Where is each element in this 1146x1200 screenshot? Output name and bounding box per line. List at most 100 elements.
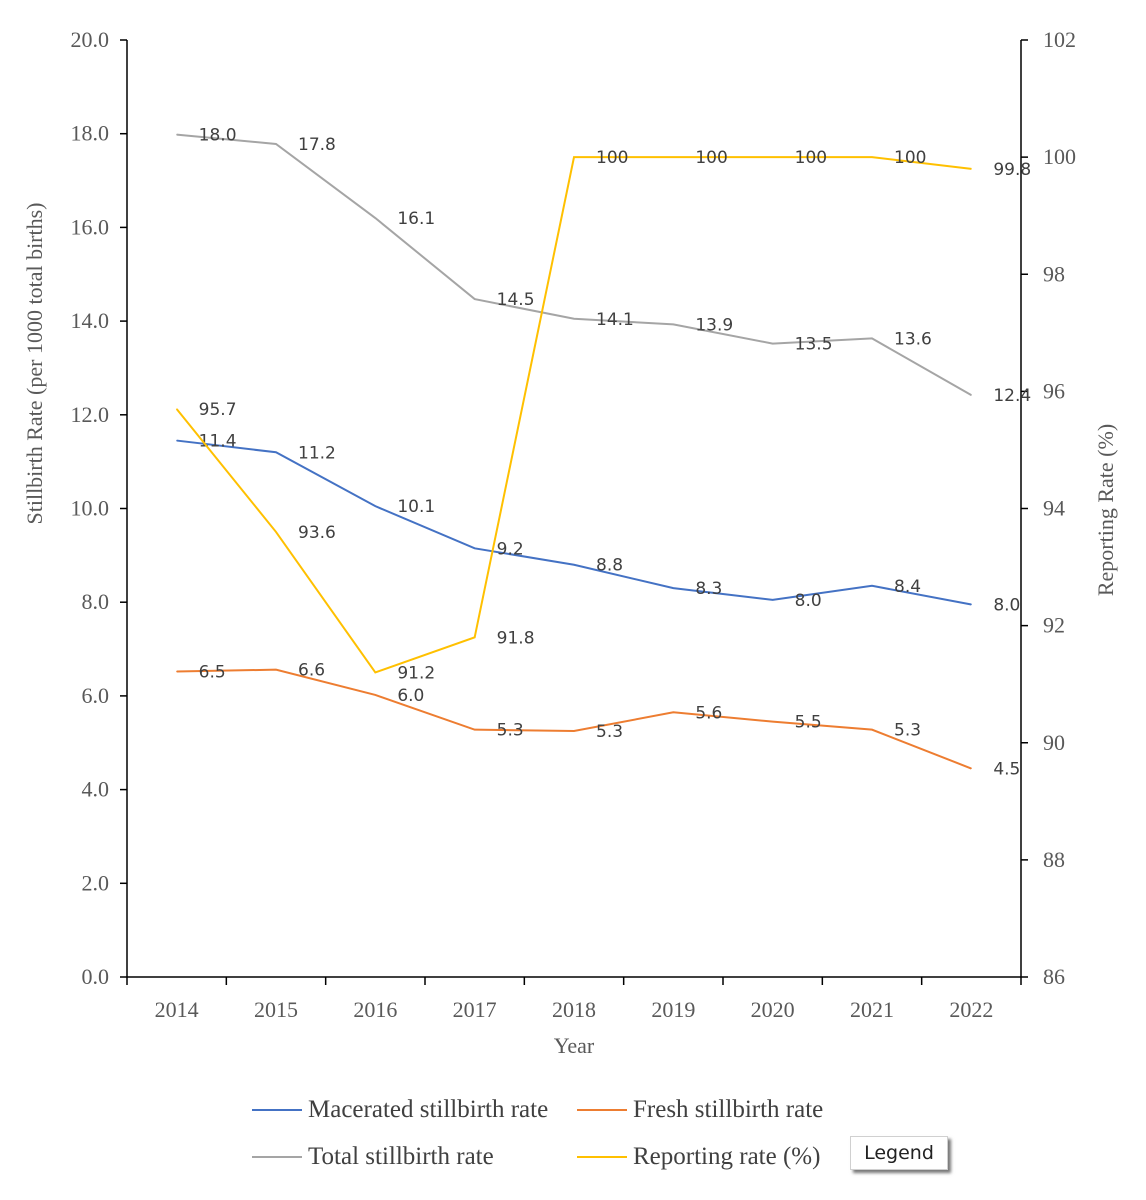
right-tick-label: 100 xyxy=(1043,144,1076,169)
data-point xyxy=(176,440,178,442)
left-axis-title: Stillbirth Rate (per 1000 total births) xyxy=(22,202,47,524)
data-point xyxy=(374,671,376,673)
left-tick-label: 12.0 xyxy=(71,402,110,427)
left-tick-label: 2.0 xyxy=(82,870,110,895)
data-label: 100 xyxy=(596,148,628,168)
x-axis-title: Year xyxy=(554,1033,595,1058)
data-point xyxy=(374,217,376,219)
right-tick-label: 96 xyxy=(1043,378,1065,403)
data-label: 18.0 xyxy=(199,126,237,146)
x-tick-label: 2021 xyxy=(850,997,894,1022)
data-label: 8.3 xyxy=(695,579,722,599)
x-tick-label: 2014 xyxy=(155,997,199,1022)
data-point xyxy=(970,394,972,396)
data-label: 6.0 xyxy=(397,686,424,706)
data-label: 91.2 xyxy=(397,663,435,683)
x-tick-label: 2017 xyxy=(453,997,497,1022)
data-point xyxy=(374,694,376,696)
data-label: 99.8 xyxy=(993,160,1031,180)
data-point xyxy=(176,134,178,136)
legend-label: Macerated stillbirth rate xyxy=(308,1096,549,1123)
right-axis-title: Reporting Rate (%) xyxy=(1093,424,1118,596)
right-tick-label: 102 xyxy=(1043,27,1076,52)
data-label: 10.1 xyxy=(397,497,435,517)
data-point xyxy=(871,337,873,339)
data-point xyxy=(474,729,476,731)
data-label: 8.4 xyxy=(894,577,921,597)
data-point xyxy=(573,318,575,320)
data-point xyxy=(474,547,476,549)
legend-swatch xyxy=(577,1156,627,1158)
legend-item-fresh: Fresh stillbirth rate xyxy=(577,1096,823,1124)
data-label: 100 xyxy=(894,148,926,168)
left-tick-label: 14.0 xyxy=(71,308,110,333)
left-tick-label: 18.0 xyxy=(71,121,110,146)
legend-swatch xyxy=(252,1109,302,1111)
data-point xyxy=(871,156,873,158)
data-point xyxy=(474,298,476,300)
data-label: 91.8 xyxy=(497,628,535,648)
data-label: 13.6 xyxy=(894,329,932,349)
data-point xyxy=(374,505,376,507)
data-point xyxy=(772,156,774,158)
data-point xyxy=(474,636,476,638)
data-label: 5.3 xyxy=(497,721,524,741)
x-tick-label: 2016 xyxy=(353,997,397,1022)
left-tick-label: 16.0 xyxy=(71,214,110,239)
data-label: 5.3 xyxy=(596,722,623,742)
data-label: 14.5 xyxy=(497,290,535,310)
right-tick-label: 88 xyxy=(1043,847,1065,872)
data-point xyxy=(970,604,972,606)
data-label: 11.2 xyxy=(298,443,336,463)
data-label: 8.0 xyxy=(993,596,1020,616)
legend-swatch xyxy=(577,1109,627,1111)
right-tick-label: 90 xyxy=(1043,730,1065,755)
series-line-3 xyxy=(175,156,972,674)
data-point xyxy=(672,323,674,325)
data-point xyxy=(176,408,178,410)
x-tick-label: 2022 xyxy=(949,997,993,1022)
legend-item-macerated: Macerated stillbirth rate xyxy=(252,1096,548,1124)
data-point xyxy=(672,156,674,158)
data-point xyxy=(573,564,575,566)
left-tick-label: 10.0 xyxy=(71,496,110,521)
data-point xyxy=(176,671,178,673)
line-chart: 0.0 2.0 4.0 6.0 8.0 10.0 12.0 14.0 16.0 18.0 20.0 8… xyxy=(22,27,1118,1058)
data-point xyxy=(573,730,575,732)
data-label: 9.2 xyxy=(497,539,524,559)
data-label: 14.1 xyxy=(596,310,634,330)
legend-swatch xyxy=(252,1156,302,1158)
data-label: 100 xyxy=(795,148,827,168)
data-point xyxy=(871,729,873,731)
data-point xyxy=(275,669,277,671)
legend-label: Fresh stillbirth rate xyxy=(633,1096,824,1123)
series-line-2 xyxy=(176,133,972,396)
data-label: 12.4 xyxy=(993,386,1031,406)
data-point xyxy=(672,711,674,713)
legend-button[interactable]: Legend xyxy=(850,1136,948,1170)
data-label: 100 xyxy=(695,148,727,168)
data-label: 6.6 xyxy=(298,661,325,681)
data-label: 93.6 xyxy=(298,523,336,543)
data-label: 8.8 xyxy=(596,556,623,576)
left-tick-label: 6.0 xyxy=(82,683,110,708)
data-label: 13.5 xyxy=(795,335,833,355)
legend-label: Reporting rate (%) xyxy=(633,1143,821,1170)
data-point xyxy=(970,168,972,170)
right-tick-label: 94 xyxy=(1043,496,1065,521)
left-tick-label: 4.0 xyxy=(82,777,110,802)
x-tick-label: 2018 xyxy=(552,997,596,1022)
data-point xyxy=(672,587,674,589)
right-tick-label: 98 xyxy=(1043,261,1065,286)
data-point xyxy=(573,156,575,158)
legend-item-total: Total stillbirth rate xyxy=(252,1143,494,1171)
data-point xyxy=(275,143,277,145)
data-point xyxy=(275,531,277,533)
x-tick-label: 2019 xyxy=(651,997,695,1022)
left-tick-label: 20.0 xyxy=(71,27,110,52)
x-tick-label: 2020 xyxy=(751,997,795,1022)
data-point xyxy=(772,343,774,345)
data-label: 11.4 xyxy=(199,432,237,452)
x-tick-label: 2015 xyxy=(254,997,298,1022)
series-line-1 xyxy=(176,668,972,770)
